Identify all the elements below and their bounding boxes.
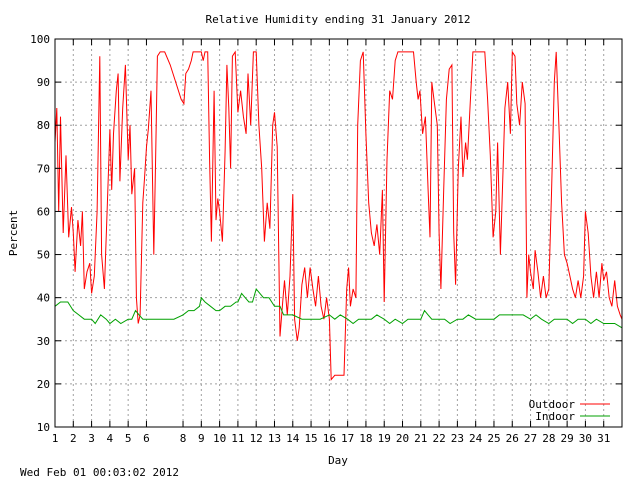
x-tick-label: 2 (70, 432, 77, 445)
x-tick-label: 23 (451, 432, 464, 445)
x-tick-label: 26 (506, 432, 519, 445)
x-tick-label: 24 (469, 432, 483, 445)
x-tick-label: 1 (52, 432, 59, 445)
y-tick-label: 100 (30, 33, 50, 46)
x-tick-label: 21 (414, 432, 427, 445)
series-line-outdoor (54, 50, 623, 381)
y-axis-label: Percent (7, 210, 20, 256)
y-tick-label: 30 (37, 335, 50, 348)
x-tick-label: 17 (341, 432, 354, 445)
x-tick-label: 28 (542, 432, 555, 445)
x-tick-label: 29 (561, 432, 574, 445)
footer-timestamp: Wed Feb 01 00:03:02 2012 (20, 466, 179, 479)
x-tick-label: 8 (180, 432, 187, 445)
x-tick-label: 10 (213, 432, 226, 445)
plot-frame (54, 38, 623, 428)
x-tick-label: 31 (597, 432, 610, 445)
y-tick-label: 70 (37, 162, 50, 175)
x-tick-label: 20 (396, 432, 409, 445)
y-tick-label: 60 (37, 205, 50, 218)
series-lines (54, 50, 623, 381)
y-tick-label: 20 (37, 378, 50, 391)
y-tick-label: 50 (37, 249, 50, 262)
x-tick-label: 13 (268, 432, 281, 445)
x-tick-label: 25 (487, 432, 500, 445)
series-line-indoor (54, 287, 623, 329)
x-tick-label: 5 (125, 432, 132, 445)
y-tick-label: 90 (37, 76, 50, 89)
x-tick-label: 11 (231, 432, 244, 445)
x-tick-label: 30 (579, 432, 592, 445)
legend-label-outdoor: Outdoor (529, 398, 576, 411)
chart-title: Relative Humidity ending 31 January 2012 (206, 13, 471, 26)
x-tick-label: 9 (198, 432, 205, 445)
y-tick-label: 80 (37, 119, 50, 132)
grid (55, 39, 622, 427)
x-axis-label: Day (328, 454, 348, 467)
y-tick-label: 40 (37, 292, 50, 305)
legend-label-indoor: Indoor (535, 410, 575, 423)
x-tick-label: 12 (250, 432, 263, 445)
x-tick-label: 27 (524, 432, 537, 445)
x-tick-label: 6 (143, 432, 150, 445)
x-tick-label: 14 (286, 432, 300, 445)
x-tick-label: 19 (378, 432, 391, 445)
x-tick-label: 4 (107, 432, 114, 445)
x-tick-label: 22 (432, 432, 445, 445)
x-tick-label: 18 (359, 432, 372, 445)
x-tick-label: 15 (304, 432, 317, 445)
x-tick-label: 16 (323, 432, 336, 445)
x-tick-label: 3 (88, 432, 95, 445)
y-tick-label: 10 (37, 421, 50, 434)
